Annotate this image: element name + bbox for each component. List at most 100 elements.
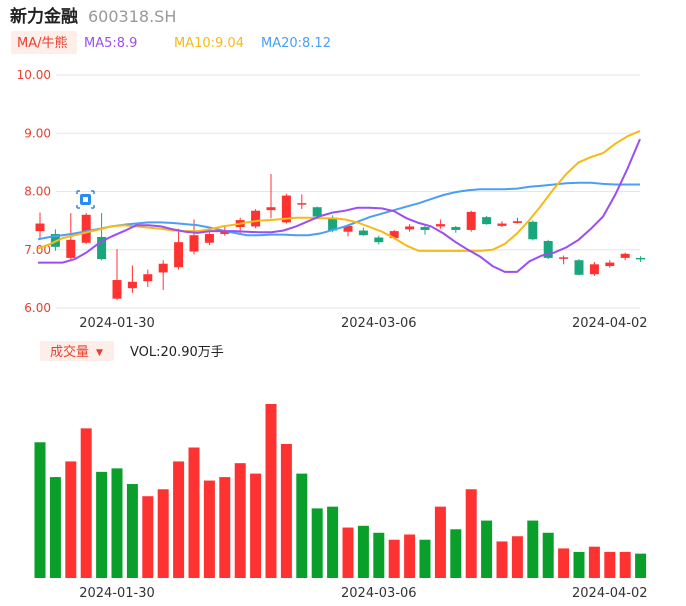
volume-bar: [419, 539, 431, 578]
price-x-tick: 2024-01-30: [79, 316, 155, 331]
volume-bar: [157, 489, 169, 578]
volume-bar: [265, 404, 277, 578]
candle-body: [343, 225, 353, 232]
volume-bar: [588, 546, 600, 578]
price-y-tick: 6.00: [24, 301, 51, 315]
candle-body: [297, 203, 307, 205]
volume-bar: [142, 496, 154, 578]
candle-body: [97, 236, 107, 260]
volume-bar: [450, 529, 462, 578]
candle-body: [405, 226, 415, 230]
candle-body: [420, 227, 430, 230]
volume-x-tick: 2024-01-30: [79, 586, 155, 601]
price-x-axis: 2024-01-30 2024-03-06 2024-04-02: [79, 316, 647, 331]
volume-bar: [49, 477, 61, 578]
candle-body: [482, 217, 492, 225]
volume-bar: [373, 532, 385, 578]
price-grid: [56, 74, 640, 309]
volume-bar: [311, 508, 323, 578]
volume-x-axis: 2024-01-30 2024-03-06 2024-04-02: [79, 586, 647, 601]
candle-body: [374, 237, 384, 243]
volume-bar: [604, 551, 616, 578]
volume-bar: [357, 525, 369, 578]
candle-body: [358, 230, 368, 236]
candle-body: [589, 264, 599, 275]
candle-body: [112, 280, 122, 299]
volume-bars: [34, 404, 647, 578]
stock-name: 新力金融: [10, 6, 78, 27]
volume-bar: [573, 551, 585, 578]
price-y-axis: 10.009.008.007.006.00: [17, 68, 51, 315]
candles: [35, 174, 646, 300]
ma-tag[interactable]: MA/牛熊: [17, 35, 68, 51]
volume-bar: [434, 506, 446, 578]
volume-tag-arrow-icon[interactable]: ▼: [96, 348, 103, 358]
candle-body: [559, 257, 569, 259]
volume-value: VOL:20.90万手: [130, 345, 224, 360]
candle-body: [435, 224, 445, 227]
volume-bar: [465, 489, 477, 578]
volume-bar: [342, 527, 354, 578]
volume-bar: [203, 480, 215, 578]
volume-bar: [619, 551, 631, 578]
volume-bar: [327, 506, 339, 578]
ma20-line: [37, 181, 640, 241]
volume-bar: [111, 468, 123, 578]
volume-bar: [188, 447, 200, 578]
candle-body: [220, 230, 230, 235]
candle-body: [204, 234, 214, 243]
candle-body: [451, 227, 461, 230]
stock-code: 600318.SH: [88, 7, 176, 26]
candle-body: [81, 214, 91, 243]
volume-bar: [558, 548, 570, 578]
ma-tag-background[interactable]: [11, 31, 77, 54]
candle-body: [189, 235, 199, 252]
candle-body: [466, 211, 476, 230]
candle-body: [620, 253, 630, 258]
ma5-line: [38, 138, 641, 273]
candle-body: [174, 242, 184, 268]
volume-bar: [219, 477, 231, 578]
ma20-legend: MA20:8.12: [261, 36, 331, 51]
volume-bar: [96, 471, 108, 578]
price-x-tick: 2024-04-02: [572, 316, 648, 331]
ma10-legend: MA10:9.04: [174, 36, 244, 51]
price-y-tick: 10.00: [17, 68, 51, 82]
ma10-line: [37, 129, 641, 252]
candle-body: [328, 217, 338, 231]
candle-body: [312, 207, 322, 217]
candle-body: [605, 262, 615, 267]
candle-body: [389, 231, 399, 239]
candle-body: [158, 263, 168, 273]
volume-bar: [635, 553, 647, 578]
price-y-tick: 8.00: [24, 185, 51, 199]
candle-body: [543, 241, 553, 258]
volume-bar: [65, 461, 77, 578]
event-marker-icon[interactable]: [76, 190, 95, 209]
volume-bar: [250, 473, 262, 578]
candle-body: [528, 221, 538, 240]
volume-bar: [496, 541, 508, 578]
volume-bar: [404, 534, 416, 578]
candle-body: [251, 210, 261, 227]
candle-body: [35, 223, 45, 232]
candle-body: [266, 207, 276, 211]
volume-tag[interactable]: 成交量: [50, 344, 89, 360]
candle-body: [143, 274, 153, 282]
volume-bar: [173, 461, 185, 578]
volume-bar: [511, 536, 523, 578]
volume-bar: [126, 484, 138, 578]
price-x-tick: 2024-03-06: [341, 316, 417, 331]
volume-x-tick: 2024-04-02: [572, 586, 648, 601]
volume-bar: [234, 463, 246, 578]
volume-bar: [34, 442, 46, 578]
candle-body: [574, 260, 584, 275]
volume-bar: [280, 444, 292, 578]
candle-body: [497, 223, 507, 226]
volume-bar: [542, 532, 554, 578]
volume-bar: [527, 520, 539, 578]
candle-body: [66, 239, 76, 258]
ma5-legend: MA5:8.9: [84, 36, 137, 51]
volume-tag-background[interactable]: [40, 341, 114, 361]
